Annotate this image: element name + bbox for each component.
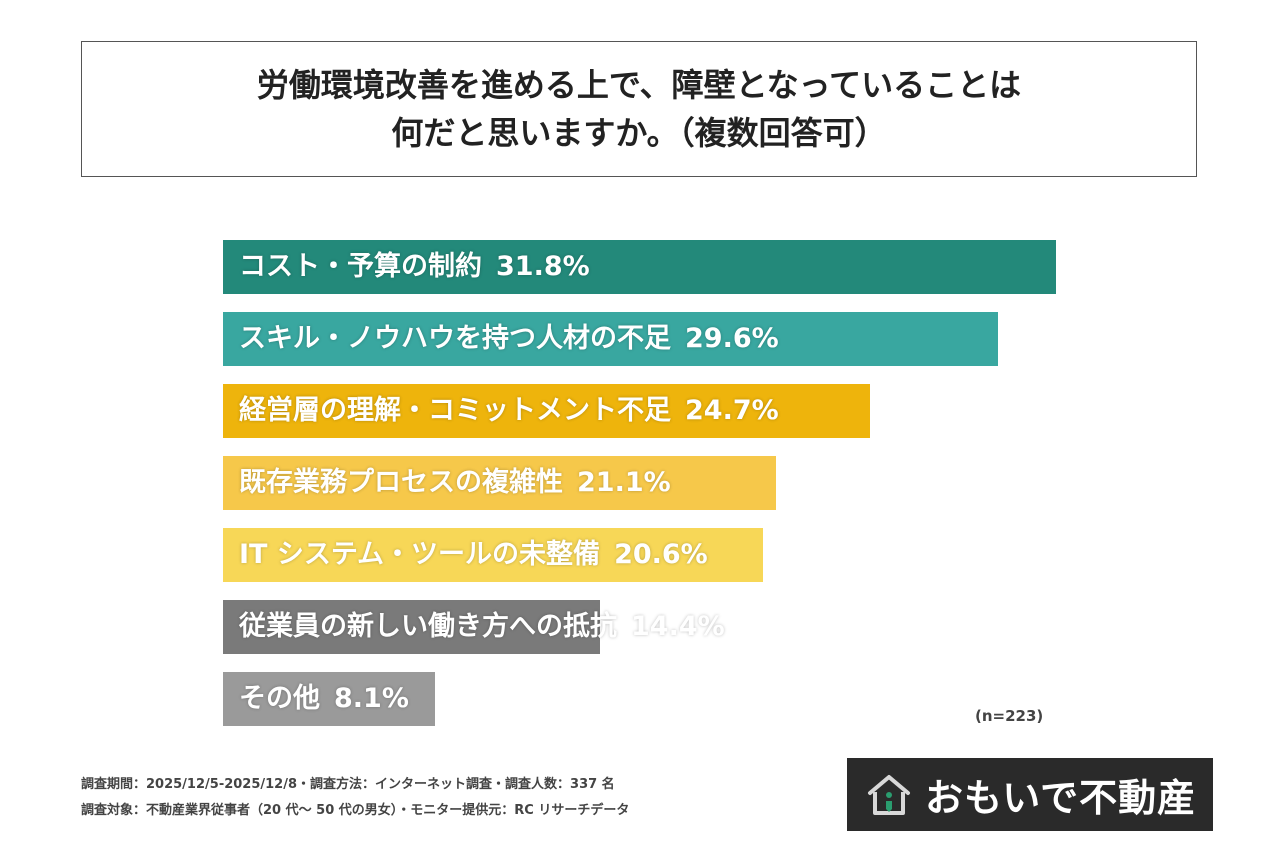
chart-title-line1: 労働環境改善を進める上で、障壁となっていることは [256,66,1022,104]
category-label: スキル・ノウハウを持つ人材の不足 [239,323,671,354]
bar [223,600,600,654]
bar-label: スキル・ノウハウを持つ人材の不足 29.6% [239,312,779,366]
survey-period-line: 調査期間：2025/12/5-2025/12/8・調査方法：インターネット調査・… [81,777,615,792]
bar-label: IT システム・ツールの未整備 20.6% [239,528,708,582]
bar [223,384,870,438]
bar-label: 既存業務プロセスの複雑性 21.1% [239,456,671,510]
data-label: 8.1% [334,683,409,714]
bar-label: コスト・予算の制約 31.8% [239,240,590,294]
house-icon [868,774,910,815]
bar-label: 経営層の理解・コミットメント不足 24.7% [239,384,779,438]
bar [223,672,435,726]
brand-logo: おもいで不動産 [847,758,1213,831]
category-label: コスト・予算の制約 [239,251,482,282]
data-label: 21.1% [577,467,671,498]
category-label: その他 [239,683,320,714]
category-label: IT システム・ツールの未整備 [239,539,601,570]
chart-title-box: 労働環境改善を進める上で、障壁となっていることは 何だと思いますか。（複数回答可… [81,41,1197,177]
data-label: 20.6% [614,539,708,570]
bar-label: その他 8.1% [239,672,409,726]
data-label: 31.8% [496,251,590,282]
bar [223,528,763,582]
sample-size-label: (n=223) [975,707,1044,725]
survey-footer: 調査期間：2025/12/5-2025/12/8・調査方法：インターネット調査・… [81,772,629,824]
bar-label: 従業員の新しい働き方への抵抗 14.4% [239,600,725,654]
data-label: 24.7% [685,395,779,426]
category-label: 経営層の理解・コミットメント不足 [239,395,671,426]
category-label: 従業員の新しい働き方への抵抗 [239,611,617,642]
survey-target-line: 調査対象：不動産業界従事者（20 代〜 50 代の男女）・モニター提供元：RC … [81,803,630,818]
bar [223,456,776,510]
brand-name: おもいで不動産 [925,776,1197,820]
chart-title-line2: 何だと思いますか。（複数回答可） [391,114,887,152]
bar [223,240,1056,294]
data-label: 14.4% [631,611,725,642]
data-label: 29.6% [685,323,779,354]
bar [223,312,998,366]
category-label: 既存業務プロセスの複雑性 [239,467,563,498]
